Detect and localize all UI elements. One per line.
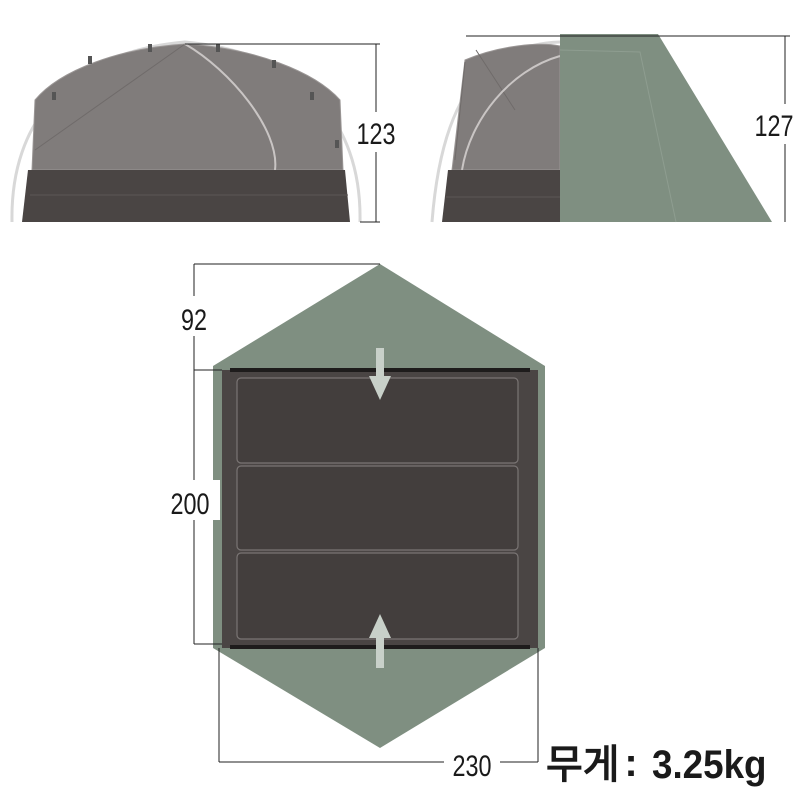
weight-label: 무게 <box>546 743 620 787</box>
top-view: 92 200 230 <box>164 263 545 783</box>
front-seam-left <box>34 43 186 151</box>
vestibule-depth-label: 92 <box>181 303 207 336</box>
front-view: 123 <box>10 40 398 223</box>
side-rainfly-door-line <box>559 49 677 223</box>
front-floor <box>22 170 350 222</box>
front-height-label: 123 <box>356 117 395 150</box>
door-arrow-down-icon <box>369 348 391 400</box>
weight-separator: : <box>624 741 637 785</box>
side-height-label: 127 <box>754 109 793 142</box>
sleeping-pad-2 <box>236 465 519 551</box>
front-inner-tent <box>31 43 344 171</box>
weight-value: 3.25kg <box>652 743 767 788</box>
side-floor <box>442 170 562 222</box>
front-pole-clips <box>52 44 339 148</box>
total-width-label: 230 <box>452 749 491 782</box>
floor-length-label: 200 <box>170 487 209 520</box>
side-rainfly <box>560 34 772 222</box>
side-inner-tent <box>451 43 561 171</box>
door-arrow-up-icon <box>369 614 391 668</box>
side-view: 127 <box>430 34 798 223</box>
side-door-zipper <box>461 55 561 171</box>
side-seam <box>454 49 516 161</box>
front-pole-arc <box>10 40 362 223</box>
weight-info: 무게 : 3.25kg <box>546 741 767 787</box>
